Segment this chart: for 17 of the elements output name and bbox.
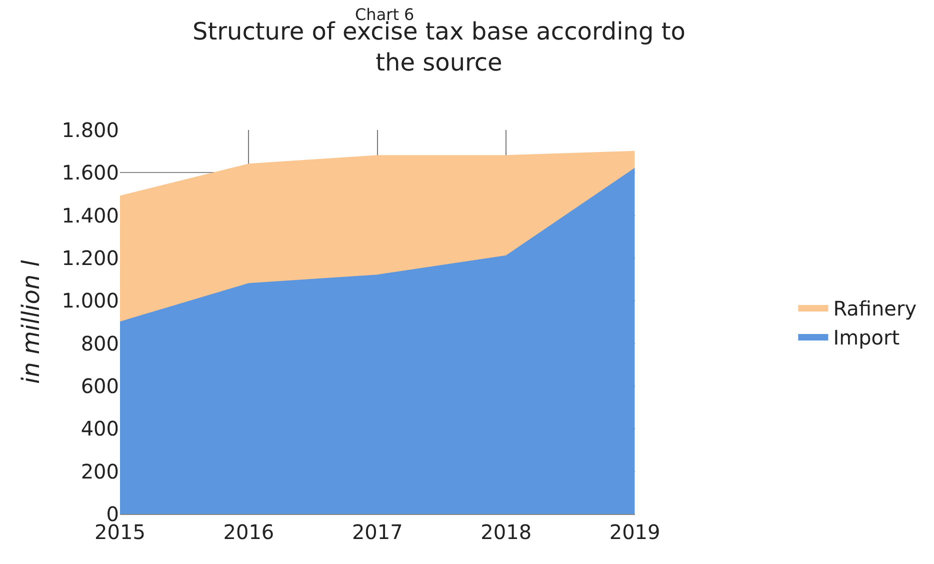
y-tick-label: 1.000	[62, 288, 119, 313]
x-tick-label: 2017	[352, 520, 403, 544]
y-tick-label: 600	[80, 374, 119, 398]
y-tick-label: 1.400	[62, 203, 119, 228]
y-tick-label: 200	[80, 459, 119, 484]
y-axis-title: in million l	[16, 260, 45, 384]
y-tick-label: 1.800	[62, 118, 119, 142]
x-tick-label: 2019	[609, 520, 660, 544]
y-tick-label: 400	[80, 416, 119, 441]
x-tick-label: 2018	[480, 520, 532, 544]
x-tick-label: 2016	[223, 520, 274, 544]
legend-label: Import	[833, 325, 900, 350]
legend-label: Rafinery	[833, 296, 917, 320]
y-tick-label: 800	[80, 331, 119, 356]
x-tick-label: 2015	[94, 520, 146, 544]
y-tick-label: 1.600	[62, 160, 119, 185]
y-tick-label: 1.200	[62, 246, 119, 270]
